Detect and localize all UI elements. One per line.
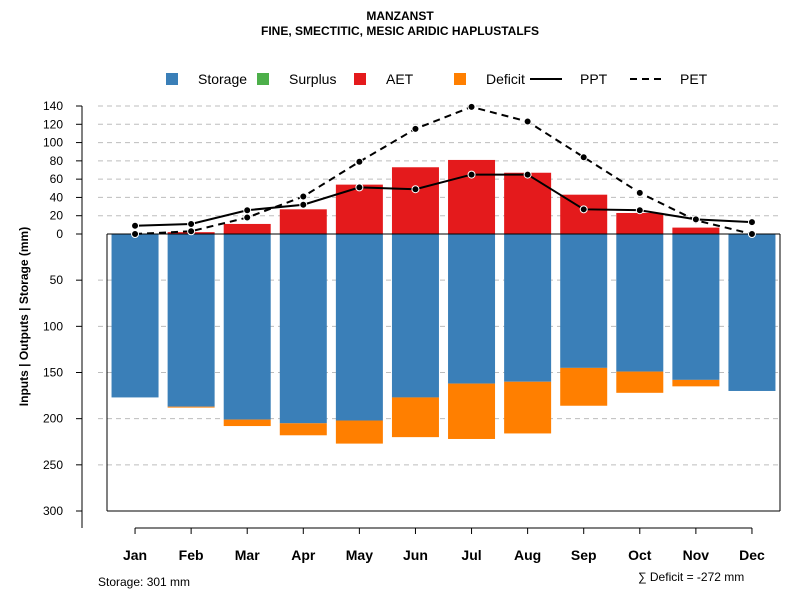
legend-label: Storage [198,71,247,87]
x-tick-label: Sep [571,547,597,563]
pet-point [747,230,756,238]
deficit-bar [616,371,664,393]
ppt-line [135,173,753,227]
pet-point [411,124,420,133]
pet-point [299,192,308,201]
deficit-note: ∑ Deficit = -272 mm [638,570,745,584]
aet-bar [504,172,552,234]
y-tick-label: 250 [43,458,63,472]
ppt-point [691,215,700,224]
deficit-bar [223,419,271,427]
legend-swatch [166,73,178,85]
aet-bar [560,194,608,234]
ppt-point [299,200,308,209]
deficit-bar [335,420,383,444]
ppt-point [467,170,476,179]
pet-point [523,117,532,126]
aet-bar [223,223,271,234]
storage-bar [672,234,720,380]
x-tick-label: Apr [291,547,316,563]
ppt-point [635,206,644,215]
legend-label: PET [680,71,708,87]
storage-bar [616,234,664,372]
storage-bar [335,234,383,421]
y-tick-label: 40 [50,190,64,204]
y-tick-label: 80 [50,154,64,168]
aet-bar [616,212,664,234]
ppt-point [411,185,420,194]
ppt-point [355,183,364,192]
storage-note: Storage: 301 mm [98,575,191,589]
ppt-point [243,206,252,215]
aet-bar [672,227,720,234]
legend-swatch [354,73,366,85]
y-tick-label: 20 [50,209,64,223]
storage-bar [279,234,327,424]
legend-swatch [454,73,466,85]
deficit-bar [391,397,439,438]
deficit-bar [448,383,496,439]
pet-point [467,102,476,111]
deficit-bar [279,423,327,436]
storage-bar [111,234,159,398]
pet-point [131,230,140,238]
x-tick-label: Jul [461,547,481,563]
y-tick-label: 0 [56,227,63,241]
x-tick-label: May [346,547,373,563]
storage-bar [504,234,552,382]
x-tick-label: Dec [739,547,765,563]
legend-label: PPT [580,71,608,87]
y-tick-label: 150 [43,366,63,380]
pet-point [243,213,252,222]
x-tick-label: Oct [628,547,652,563]
deficit-bar [560,367,608,406]
chart-title: MANZANST [366,9,434,23]
pet-point [579,153,588,162]
y-tick-label: 60 [50,172,64,186]
legend-label: AET [386,71,414,87]
y-tick-label: 200 [43,412,63,426]
ppt-point [131,221,140,230]
legend-label: Deficit [486,71,525,87]
aet-bar [279,209,327,234]
chart-subtitle: FINE, SMECTITIC, MESIC ARIDIC HAPLUSTALF… [261,24,539,38]
y-tick-label: 100 [43,319,63,333]
storage-bar [391,234,439,398]
y-axis-label: Inputs | Outputs | Storage (mm) [17,227,31,406]
pet-line [134,105,753,235]
x-tick-label: Mar [235,547,260,563]
ppt-point [747,218,756,227]
ppt-point [187,219,196,228]
deficit-bar [167,406,215,408]
legend-label: Surplus [289,71,336,87]
storage-bar [448,234,496,384]
ppt-point [523,170,532,179]
storage-bar [223,234,271,420]
storage-bar [560,234,608,368]
storage-bar [167,234,215,407]
y-tick-label: 120 [43,117,63,131]
ppt-point [579,205,588,214]
pet-point [635,188,644,197]
y-tick-label: 50 [50,273,64,287]
x-tick-label: Jun [403,547,428,563]
x-tick-label: Aug [514,547,541,563]
y-tick-label: 100 [43,136,63,150]
legend-swatch [257,73,269,85]
x-tick-label: Nov [683,547,710,563]
deficit-bar [504,381,552,434]
pet-point [355,157,364,166]
storage-bar [728,234,776,391]
y-tick-label: 140 [43,99,63,113]
x-tick-label: Jan [123,547,147,563]
pet-point [187,227,196,236]
y-tick-label: 300 [43,504,63,518]
x-tick-label: Feb [179,547,204,563]
deficit-bar [672,379,720,387]
aet-bar [391,167,439,234]
